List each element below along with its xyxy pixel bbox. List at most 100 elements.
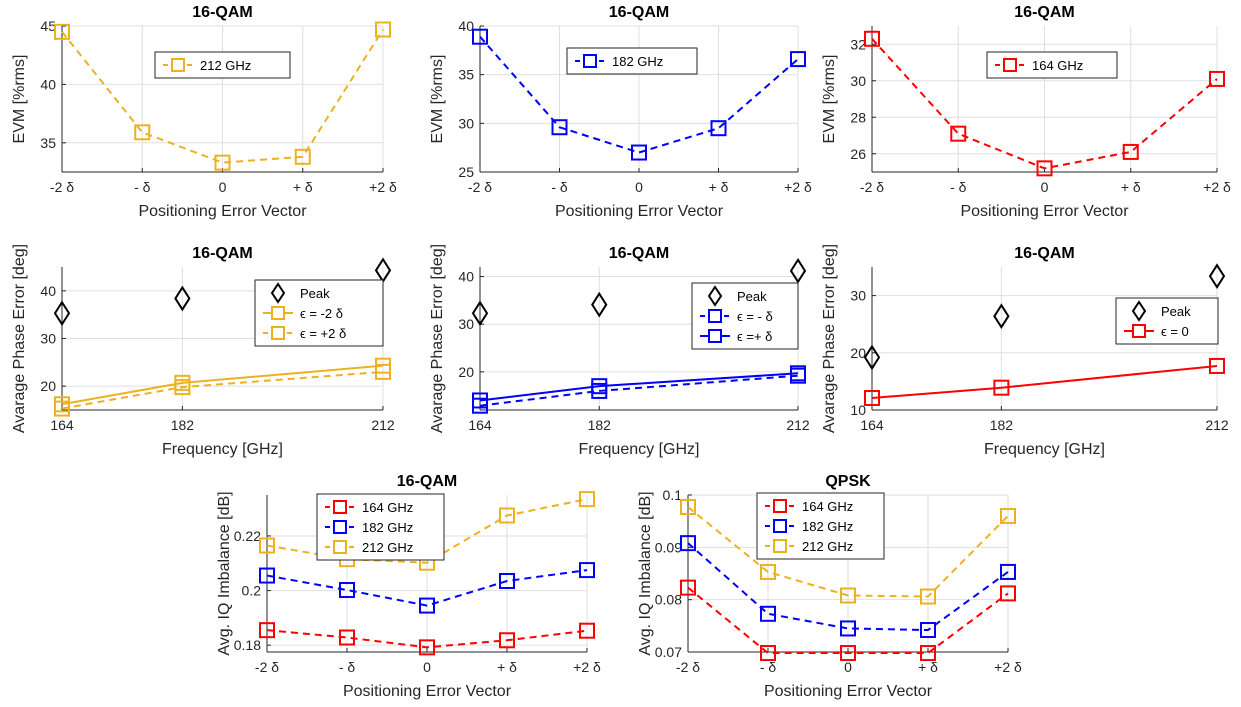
x-tick-label: -2 δ [50,179,74,195]
y-tick-label: 0.2 [242,583,262,599]
data-point-square [760,605,776,622]
data-point-square [920,588,936,605]
data-point-square [790,51,806,68]
y-tick-label: 20 [458,364,474,380]
data-point-square [864,30,880,47]
legend-entry-label: ϵ =+ δ [737,329,772,344]
legend-marker-square [773,539,787,553]
data-point-square [259,537,275,554]
chart-title: 16-QAM [1014,245,1074,262]
legend-entry-label: ϵ = - δ [737,309,773,324]
x-tick-label: +2 δ [1203,179,1231,195]
peak-marker-diamond [174,285,191,312]
legend-entry-label: Peak [300,286,330,301]
series-line [687,542,1009,632]
series-line [61,28,384,164]
data-point-square [760,563,776,580]
legend-marker-square [333,500,347,514]
legend-peak-diamond [1131,300,1147,322]
x-tick-label: 164 [468,417,492,433]
peak-marker-diamond [863,344,881,371]
x-axis-label: Positioning Error Vector [343,683,512,700]
chart-title: QPSK [825,473,871,490]
y-tick-label: 20 [40,378,56,394]
legend-peak-diamond [707,285,723,307]
legend: 212 GHz [154,51,291,79]
data-point-square [579,491,595,508]
y-tick-label: 30 [40,331,56,347]
x-tick-label: + δ [918,659,938,675]
peak-marker-diamond [591,291,608,318]
data-point-square [631,144,647,161]
chart-p1: -2 δ - δ 0 + δ +2 δ 35 40 45 16-QAM Positioning E… [11,4,397,220]
data-point-square [339,629,355,646]
x-axis-label: Positioning Error Vector [960,203,1129,220]
legend-entry-label: ϵ = -2 δ [300,306,343,321]
data-point-square [1209,70,1225,87]
x-tick-label: - δ [134,179,151,195]
series-line [687,506,1009,598]
y-tick-label: 26 [850,146,866,162]
chart-p8: -2 δ - δ 0 + δ +2 δ 0.07 0.08 0.09 0.1 QPSK Positi… [637,473,1022,700]
data-point-square [680,535,696,552]
y-axis-label: EVM [%rms] [11,55,28,144]
legend-marker-square [1003,58,1017,72]
y-tick-label: 30 [458,316,474,332]
data-point-square [259,567,275,584]
data-point-square [1209,357,1225,374]
y-tick-label: 30 [458,115,474,131]
x-tick-label: - δ [551,179,568,195]
data-point-square [472,28,488,45]
peak-marker-diamond [1208,263,1226,290]
legend-entry-label: Peak [737,289,767,304]
y-tick-label: 30 [850,73,866,89]
data-point-square [419,597,435,614]
x-tick-label: +2 δ [369,179,397,195]
x-tick-label: -2 δ [676,659,700,675]
y-axis-label: Avg. IQ Imbalance [dB] [637,491,654,655]
series-line [266,569,588,607]
y-tick-label: 0.09 [655,539,682,555]
y-tick-label: 30 [850,288,866,304]
data-point-square [54,400,70,417]
series-line [687,586,1009,655]
x-tick-label: - δ [950,179,967,195]
data-point-square [864,389,880,406]
x-tick-label: +2 δ [784,179,812,195]
data-point-square [551,119,568,136]
x-tick-label: 164 [50,417,74,433]
data-point-square [472,392,488,409]
x-axis-label: Positioning Error Vector [138,203,307,220]
legend-entry-label: 164 GHz [802,499,853,514]
legend-entry-label: 182 GHz [362,520,413,535]
chart-title: 16-QAM [192,4,252,21]
x-tick-label: 212 [1205,417,1229,433]
y-tick-label: 0.22 [234,528,261,544]
data-point-square [579,562,595,579]
data-point-square [1000,507,1016,524]
legend-marker-square [708,329,722,343]
peak-marker-diamond [471,300,489,327]
x-tick-label: - δ [339,659,356,675]
legend-marker-square [271,306,285,320]
data-point-square [419,639,435,656]
legend-entry-label: 182 GHz [612,54,663,69]
x-tick-label: +2 δ [573,659,601,675]
data-point-square [1036,160,1053,177]
x-tick-label: 0 [844,659,852,675]
data-point-square [339,582,355,599]
x-tick-label: 0 [423,659,431,675]
series-line [871,38,1218,170]
x-axis-label: Positioning Error Vector [764,683,933,700]
chart-p5: 164 182 212 20 30 40 16-QAM Frequency [GHz] Avar… [429,244,810,458]
x-tick-label: 0 [219,179,227,195]
legend-marker-square [333,540,347,554]
x-tick-label: -2 δ [468,179,492,195]
data-point-square [950,125,967,142]
peak-marker-diamond [993,303,1010,330]
series-line [479,374,799,407]
chart-p2: -2 δ - δ 0 + δ +2 δ 25 30 35 40 16-QAM Positioning… [429,4,812,220]
legend: Peak ϵ = 0 [1115,297,1219,345]
y-tick-label: 40 [40,76,56,92]
x-tick-label: + δ [293,179,313,195]
